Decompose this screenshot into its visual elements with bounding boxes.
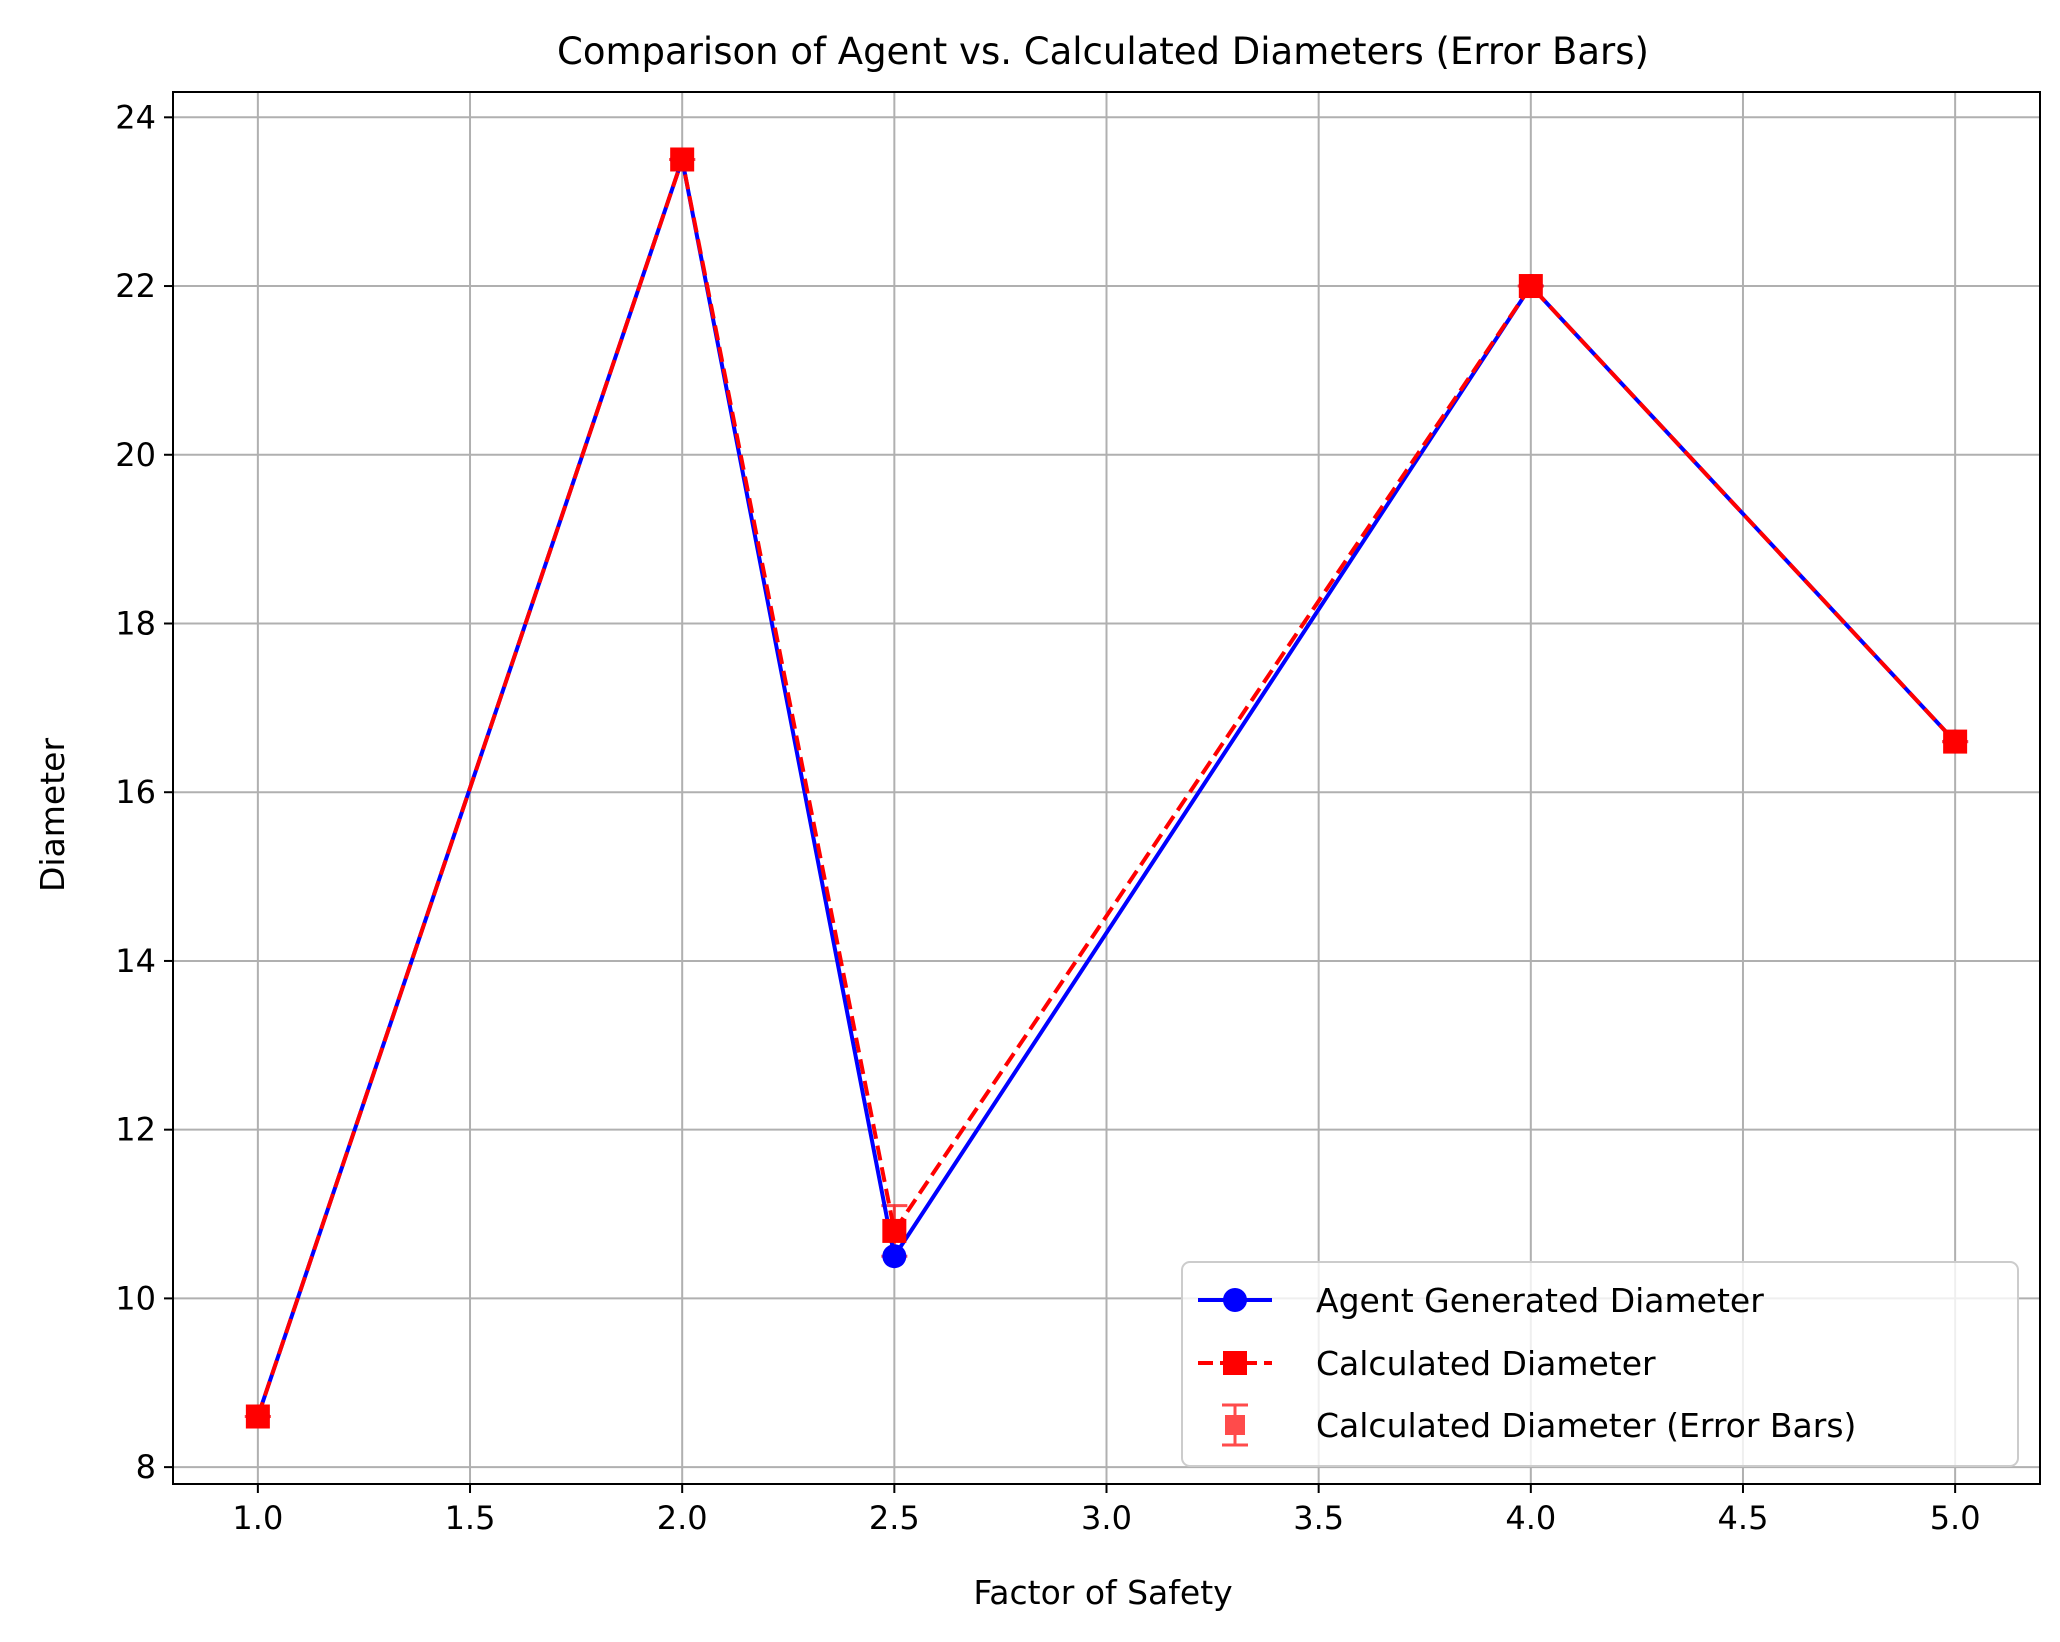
y-tick-label: 10 (115, 1279, 156, 1317)
y-tick-label: 16 (115, 773, 156, 811)
y-tick-label: 24 (115, 98, 156, 136)
x-tick-label: 1.5 (445, 1499, 496, 1537)
y-tick-label: 14 (115, 942, 156, 980)
chart-title: Comparison of Agent vs. Calculated Diame… (557, 30, 1649, 73)
data-point (882, 1244, 907, 1269)
data-point (1518, 274, 1543, 299)
legend-swatch-marker (1223, 1288, 1247, 1312)
y-tick-label: 12 (115, 1111, 156, 1149)
series-line-calculated (255, 157, 1957, 1418)
legend-box (1181, 1261, 2019, 1467)
legend-errorbar-marker (1225, 1415, 1245, 1435)
x-tick-label: 3.0 (1081, 1499, 1132, 1537)
y-tick-label: 20 (115, 436, 156, 474)
legend-label: Calculated Diameter (Error Bars) (1316, 1406, 1856, 1445)
ticks: 1.0 1.5 2.0 2.5 3.0 3.5 4.0 4.5 5.0 8 10 12 14 16 18 20… (115, 98, 1980, 1537)
y-axis-label: Diameter (33, 738, 72, 892)
legend-label: Calculated Diameter (1316, 1344, 1656, 1383)
x-tick-label: 2.0 (657, 1499, 708, 1537)
y-tick-label: 8 (136, 1448, 156, 1486)
legend-swatch-marker (1223, 1351, 1247, 1375)
y-tick-label: 18 (115, 604, 156, 642)
legend-swatch-errorbar (1222, 1403, 1248, 1447)
data-point (245, 1404, 270, 1429)
series-layer (244, 147, 1969, 1429)
legend-label: Agent Generated Diameter (1316, 1281, 1764, 1320)
x-axis-label: Factor of Safety (973, 1573, 1232, 1612)
x-tick-label: 3.5 (1293, 1499, 1344, 1537)
data-point (670, 147, 695, 172)
data-point (882, 1218, 907, 1243)
y-tick-label: 22 (115, 267, 156, 305)
x-tick-label: 2.5 (869, 1499, 920, 1537)
x-tick-label: 1.0 (232, 1499, 283, 1537)
x-tick-label: 5.0 (1930, 1499, 1981, 1537)
legend: Agent Generated Diameter Calculated Diame… (1181, 1261, 2019, 1467)
x-tick-label: 4.5 (1718, 1499, 1769, 1537)
x-tick-label: 4.0 (1505, 1499, 1556, 1537)
data-point (1943, 729, 1968, 754)
